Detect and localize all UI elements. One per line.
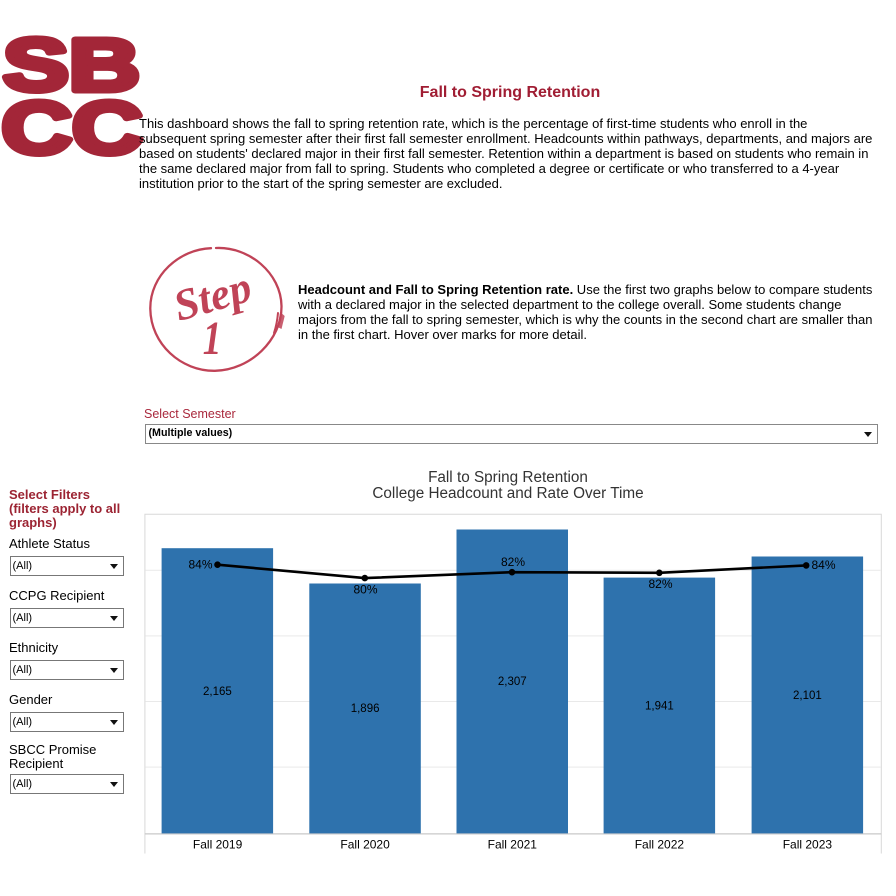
- svg-text:84%: 84%: [812, 558, 836, 572]
- svg-text:Fall 2022: Fall 2022: [635, 838, 685, 852]
- svg-text:CC: CC: [2, 87, 143, 170]
- svg-text:Fall 2023: Fall 2023: [783, 838, 833, 852]
- svg-text:Fall 2021: Fall 2021: [488, 838, 538, 852]
- svg-text:SB: SB: [3, 24, 140, 107]
- svg-text:Fall 2020: Fall 2020: [340, 838, 390, 852]
- svg-text:1,896: 1,896: [351, 703, 380, 715]
- svg-text:Fall 2019: Fall 2019: [193, 838, 243, 852]
- svg-text:2,101: 2,101: [793, 690, 822, 702]
- svg-text:82%: 82%: [648, 577, 672, 591]
- svg-text:2,165: 2,165: [203, 686, 232, 698]
- svg-text:2,307: 2,307: [498, 676, 527, 688]
- svg-text:84%: 84%: [188, 558, 212, 572]
- svg-text:1: 1: [203, 313, 222, 365]
- svg-text:82%: 82%: [501, 555, 525, 569]
- svg-text:1,941: 1,941: [645, 701, 674, 713]
- svg-text:80%: 80%: [353, 583, 377, 597]
